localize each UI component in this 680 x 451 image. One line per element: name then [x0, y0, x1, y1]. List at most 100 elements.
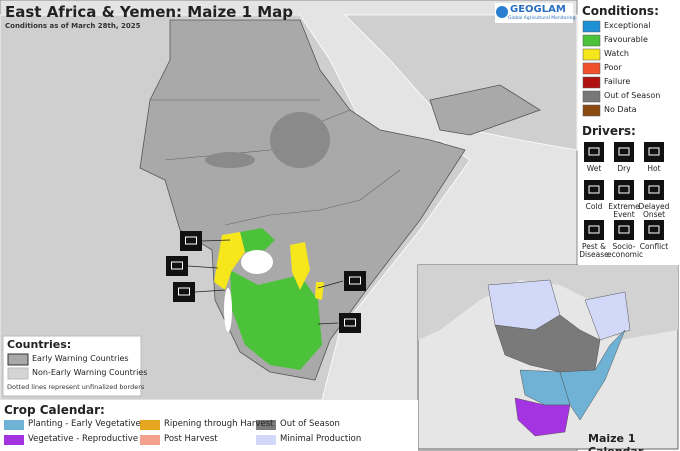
driver-glyph	[185, 236, 197, 245]
condition-swatch	[582, 48, 601, 61]
watch-area	[290, 242, 310, 290]
driver-icon	[339, 313, 361, 333]
driver-icon	[644, 220, 664, 240]
driver-icon	[614, 180, 634, 200]
driver-icon	[644, 142, 664, 162]
driver-icon	[584, 142, 604, 162]
calendar-label: Planting - Early Vegetative	[28, 419, 141, 429]
driver-label: Socio-economic	[607, 242, 644, 259]
driver-icon	[173, 282, 195, 302]
calendar-label: Vegetative - Reproductive	[28, 434, 139, 444]
driver-icon	[344, 271, 366, 291]
drivers-title: Drivers:	[582, 124, 636, 138]
countries-title: Countries:	[7, 338, 72, 351]
driver-glyph	[618, 147, 630, 156]
condition-swatch	[582, 20, 601, 33]
calendar-swatch	[4, 420, 24, 430]
countries-panel	[2, 335, 142, 397]
calendar-swatch	[140, 435, 160, 445]
inset-planting	[559, 329, 626, 421]
condition-swatch	[582, 62, 601, 75]
crop-calendar-panel	[0, 400, 418, 451]
inset-out-of-season	[494, 314, 601, 373]
border	[224, 169, 401, 226]
calendar-swatch	[140, 420, 160, 430]
driver-glyph	[648, 185, 660, 194]
country-label: Early Warning Countries	[32, 354, 129, 363]
lake-tanganyika	[224, 288, 232, 332]
highlands	[205, 152, 255, 168]
inset-yemen	[584, 291, 631, 341]
country-swatch	[7, 367, 29, 380]
logo-tagline: Global Agricultural Monitoring	[508, 16, 576, 21]
condition-label: Out of Season	[604, 91, 661, 100]
calendar-label: Out of Season	[280, 419, 340, 429]
driver-glyph	[618, 225, 630, 234]
condition-label: Favourable	[604, 35, 648, 44]
lake-victoria	[241, 250, 273, 274]
condition-label: No Data	[604, 105, 637, 114]
condition-swatch	[582, 90, 601, 103]
driver-icon	[584, 180, 604, 200]
condition-label: Poor	[604, 63, 622, 72]
driver-glyph	[588, 225, 600, 234]
driver-icon	[166, 256, 188, 276]
country-swatch	[7, 353, 29, 366]
condition-swatch	[582, 34, 601, 47]
driver-label: Pest & Disease	[579, 242, 609, 259]
driver-markers	[166, 231, 366, 333]
driver-glyph	[349, 276, 361, 285]
driver-glyph	[171, 261, 183, 270]
inset-vegetative	[514, 397, 571, 437]
driver-glyph	[588, 147, 600, 156]
driver-icon	[614, 220, 634, 240]
logo-globe	[496, 6, 508, 18]
condition-label: Watch	[604, 49, 629, 58]
driver-label: Wet	[586, 164, 602, 173]
highlands	[270, 112, 330, 168]
calendar-label: Ripening through Harvest	[164, 419, 274, 429]
driver-label: Delayed Onset	[638, 202, 670, 219]
driver-glyph	[618, 185, 630, 194]
calendar-label: Post Harvest	[164, 434, 218, 444]
crop-calendar-title: Crop Calendar:	[4, 403, 105, 417]
driver-label: Conflict	[639, 242, 669, 251]
driver-glyph	[648, 225, 660, 234]
yemen	[429, 84, 541, 136]
logo-box	[495, 3, 573, 23]
calendar-swatch	[256, 420, 276, 430]
driver-icon	[644, 180, 664, 200]
subtitle: Conditions as of March 28th, 2025	[5, 22, 141, 30]
driver-label: Extreme Event	[608, 202, 640, 219]
driver-icon	[180, 231, 202, 251]
favourable-area	[230, 270, 322, 370]
driver-label: Cold	[585, 202, 603, 211]
logo-name: GEOGLAM	[510, 4, 566, 15]
watch-area	[214, 232, 245, 290]
calendar-swatch	[4, 435, 24, 445]
condition-swatch	[582, 76, 601, 89]
countries-note: Dotted lines represent unfinalized borde…	[7, 383, 145, 391]
driver-glyph	[648, 147, 660, 156]
favourable-area	[240, 228, 275, 252]
title: East Africa & Yemen: Maize 1 Map	[5, 3, 294, 21]
condition-swatch	[582, 104, 601, 117]
driver-glyph	[344, 318, 356, 327]
driver-glyph	[178, 287, 190, 296]
swatches	[4, 20, 664, 445]
driver-label: Dry	[617, 164, 631, 173]
driver-glyph	[588, 185, 600, 194]
calendar-label: Minimal Production	[280, 434, 362, 444]
conditions-title: Conditions:	[582, 4, 659, 18]
watch-area	[315, 282, 324, 300]
driver-icon	[584, 220, 604, 240]
driver-icon	[614, 142, 634, 162]
inset-title: Maize 1 Calendar	[588, 432, 643, 451]
condition-label: Exceptional	[604, 21, 651, 30]
driver-pointers	[187, 239, 344, 325]
country-label: Non-Early Warning Countries	[32, 368, 148, 377]
condition-label: Failure	[604, 77, 631, 86]
calendar-swatch	[256, 435, 276, 445]
